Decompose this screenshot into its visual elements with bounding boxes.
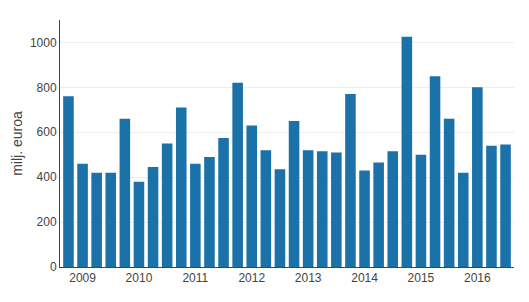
svg-text:milj. euroa: milj. euroa	[9, 111, 25, 176]
svg-text:2013: 2013	[295, 271, 322, 285]
svg-text:2016: 2016	[464, 271, 491, 285]
svg-text:2010: 2010	[126, 271, 153, 285]
svg-text:2009: 2009	[69, 271, 96, 285]
svg-text:2011: 2011	[182, 271, 208, 285]
svg-text:200: 200	[37, 215, 57, 229]
svg-text:2012: 2012	[238, 271, 265, 285]
svg-text:2014: 2014	[351, 271, 378, 285]
svg-text:800: 800	[37, 81, 57, 95]
svg-text:600: 600	[37, 125, 57, 139]
svg-text:400: 400	[37, 170, 57, 184]
svg-text:2015: 2015	[408, 271, 435, 285]
svg-text:1000: 1000	[30, 36, 57, 50]
svg-text:0: 0	[50, 260, 57, 274]
